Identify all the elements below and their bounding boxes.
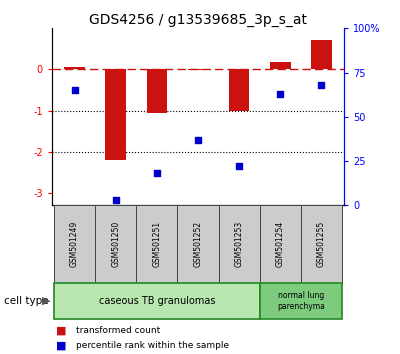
Text: GSM501250: GSM501250 — [111, 221, 120, 267]
Text: GSM501249: GSM501249 — [70, 221, 79, 267]
Text: normal lung
parenchyma: normal lung parenchyma — [277, 291, 325, 310]
Point — [154, 171, 160, 176]
Bar — [270, 62, 290, 69]
Text: GSM501251: GSM501251 — [152, 221, 161, 267]
Bar — [64, 67, 85, 69]
Bar — [54, 205, 95, 283]
Bar — [146, 69, 167, 113]
Bar — [188, 69, 208, 70]
Bar — [106, 69, 126, 160]
Bar — [260, 283, 342, 319]
Text: ■: ■ — [56, 340, 66, 350]
Bar — [260, 205, 301, 283]
Point — [195, 137, 201, 143]
Point — [112, 197, 119, 203]
Bar — [54, 283, 260, 319]
Point — [277, 91, 284, 97]
Text: transformed count: transformed count — [76, 326, 160, 336]
Bar — [136, 205, 178, 283]
Text: GSM501254: GSM501254 — [276, 221, 285, 267]
Bar — [95, 205, 136, 283]
Bar — [218, 205, 260, 283]
Bar — [178, 205, 218, 283]
Bar — [301, 205, 342, 283]
Text: GSM501252: GSM501252 — [194, 221, 202, 267]
Point — [72, 87, 78, 93]
Text: ▶: ▶ — [42, 296, 50, 306]
Text: GSM501255: GSM501255 — [317, 221, 326, 267]
Bar — [229, 69, 250, 111]
Text: cell type: cell type — [4, 296, 49, 306]
Text: caseous TB granulomas: caseous TB granulomas — [99, 296, 215, 306]
Bar — [311, 40, 332, 69]
Text: percentile rank within the sample: percentile rank within the sample — [76, 341, 229, 350]
Point — [318, 82, 324, 88]
Text: GSM501253: GSM501253 — [235, 221, 244, 267]
Text: ■: ■ — [56, 326, 66, 336]
Title: GDS4256 / g13539685_3p_s_at: GDS4256 / g13539685_3p_s_at — [89, 13, 307, 27]
Point — [236, 164, 242, 169]
